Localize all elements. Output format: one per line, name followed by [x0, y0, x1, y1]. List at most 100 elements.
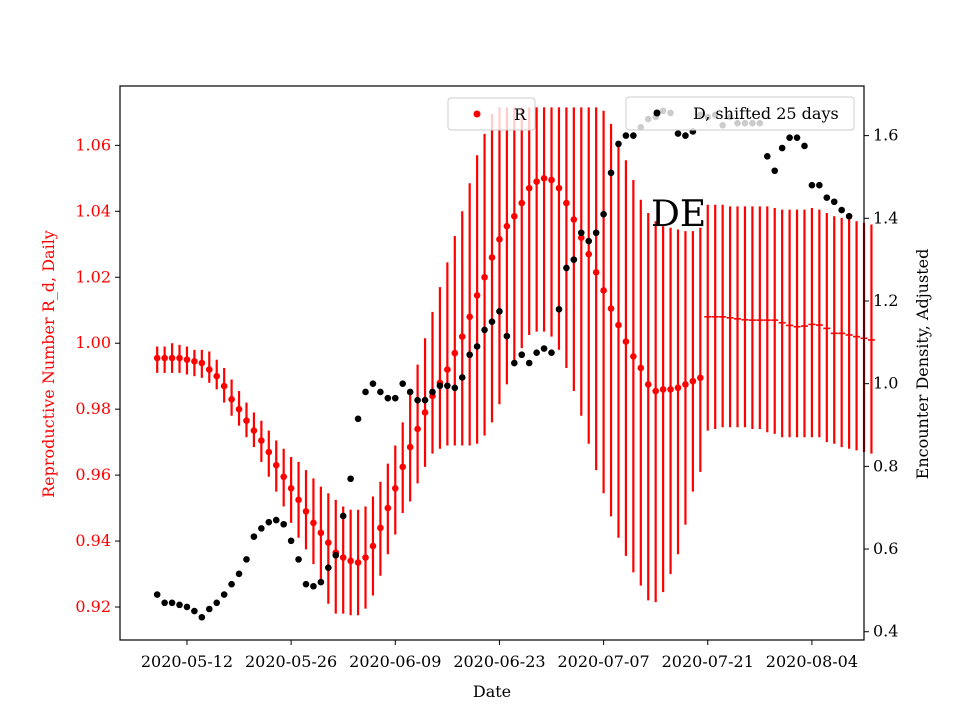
d-point	[615, 140, 622, 148]
r-point	[191, 358, 198, 365]
d-point	[347, 475, 354, 483]
r-point	[421, 409, 429, 416]
r-point	[511, 212, 518, 220]
r-point	[659, 386, 667, 393]
d-point	[406, 388, 414, 396]
r-point	[384, 504, 392, 512]
d-point	[362, 388, 369, 396]
d-point	[592, 229, 600, 237]
r-point	[406, 443, 414, 451]
legend-r-frame	[447, 97, 536, 131]
y-left-tick-label: 1.02	[75, 267, 111, 286]
y-axis-right: 0.4 0.6 0.8 1.0 1.2 1.4 1.6	[864, 126, 898, 641]
r-point	[518, 199, 526, 207]
r-point	[563, 199, 570, 207]
d-point	[310, 582, 317, 590]
y-left-tick-label: 0.92	[75, 597, 111, 616]
r-point	[503, 222, 511, 230]
d-point	[161, 599, 168, 607]
d-point	[339, 512, 347, 520]
r-point	[689, 377, 697, 385]
legend-r: R	[447, 97, 536, 131]
y-right-tick-label: 0.6	[873, 539, 898, 558]
r-point	[652, 387, 659, 395]
r-point	[250, 427, 258, 434]
r-point	[481, 273, 488, 281]
d-point	[280, 520, 287, 528]
r-point	[161, 354, 168, 362]
d-point	[481, 326, 488, 334]
x-tick-label: 2020-08-04	[766, 652, 858, 671]
r-point	[235, 405, 243, 413]
r-point	[183, 356, 191, 364]
y-right-tick-label: 1.0	[873, 374, 898, 393]
d-point	[801, 142, 808, 150]
d-point	[793, 134, 801, 141]
r-point	[354, 559, 362, 566]
d-point	[786, 134, 793, 141]
d-point	[511, 359, 518, 367]
r-point	[295, 496, 302, 504]
d-point	[778, 144, 786, 152]
legend-r-label: R	[514, 105, 527, 124]
r-point	[310, 519, 317, 527]
r-point	[325, 539, 332, 547]
x-tick-label: 2020-07-07	[557, 652, 649, 671]
d-point	[496, 308, 503, 315]
r-point	[637, 364, 645, 372]
d-point	[191, 607, 198, 615]
d-point	[600, 210, 607, 218]
d-point	[533, 349, 540, 356]
legend-d-label: D, shifted 25 days	[693, 104, 839, 123]
d-point	[250, 533, 258, 540]
r-point	[458, 333, 466, 340]
r-point	[525, 184, 533, 192]
r-point	[630, 353, 637, 360]
legend-d: D, shifted 25 days	[625, 96, 855, 131]
d-point	[525, 359, 533, 367]
y-right-tick-label: 1.2	[873, 291, 898, 310]
d-point	[830, 198, 838, 206]
r-point	[302, 508, 310, 515]
d-point	[540, 345, 548, 352]
legend-d-frame	[625, 96, 855, 131]
r-point	[391, 485, 399, 492]
d-point	[287, 537, 295, 545]
y-axis-left: 0.92 0.94 0.96 0.98 1.00 1.02 1.04 1.06	[75, 135, 120, 616]
d-point	[682, 132, 689, 139]
y-axis-right-label: Encounter Density, Adjusted	[913, 249, 932, 480]
legend-r-marker	[473, 110, 481, 118]
r-point	[548, 176, 555, 184]
d-point	[816, 181, 823, 189]
x-tick-label: 2020-07-21	[662, 652, 754, 671]
d-point	[421, 396, 429, 404]
d-point	[607, 169, 615, 177]
d-point	[243, 556, 250, 563]
d-point	[674, 130, 682, 137]
r-point	[168, 354, 176, 362]
r-point	[153, 354, 161, 362]
d-point	[235, 570, 243, 578]
r-point	[220, 382, 228, 390]
y-left-tick-label: 1.04	[75, 201, 111, 220]
y-right-tick-label: 0.8	[873, 456, 898, 475]
d-point	[503, 332, 511, 340]
y-left-tick-label: 0.96	[75, 465, 111, 484]
r-point	[347, 557, 354, 565]
y-left-tick-label: 0.98	[75, 399, 111, 418]
d-point	[220, 591, 228, 598]
x-axis-label: Date	[473, 682, 511, 701]
r-point	[399, 463, 407, 471]
r-point	[473, 292, 481, 299]
d-point	[183, 603, 191, 611]
d-point	[377, 388, 384, 396]
d-point	[317, 578, 325, 586]
r-point	[533, 178, 540, 185]
d-point	[458, 374, 466, 381]
d-point	[384, 394, 392, 402]
r-point	[243, 417, 250, 425]
r-point	[555, 184, 563, 192]
legend-d-marker	[653, 109, 661, 117]
d-point	[585, 237, 593, 245]
